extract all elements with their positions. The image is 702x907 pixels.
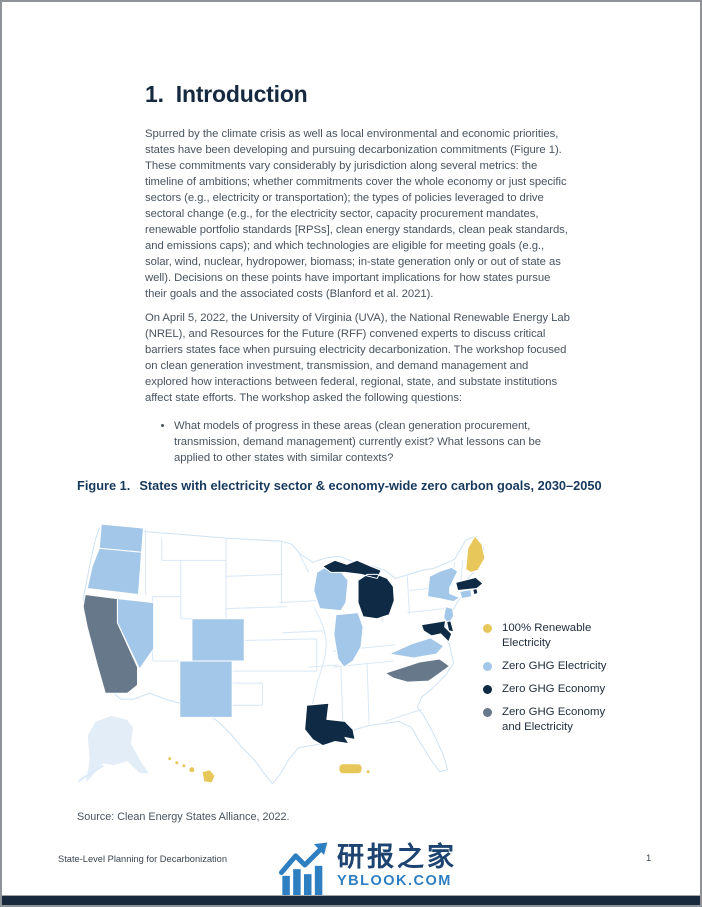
logo-bars xyxy=(282,865,323,896)
state-michigan xyxy=(322,559,395,620)
state-new-jersey xyxy=(443,606,455,626)
page-number: 1 xyxy=(646,853,652,864)
figure-label: Figure 1. xyxy=(77,478,131,493)
logo-arrowhead xyxy=(314,842,328,855)
watermark-text: 研报之家 YBLOOK.COM xyxy=(337,842,457,890)
state-new-mexico xyxy=(179,660,233,718)
legend-item-zero-ghg-economy-electricity: Zero GHG Economy and Electricity xyxy=(483,705,624,735)
legend-label: 100% Renewable Electricity xyxy=(502,622,592,649)
figure-source: Source: Clean Energy States Alliance, 20… xyxy=(77,811,290,823)
bottom-navy-bar xyxy=(2,895,700,905)
state-illinois xyxy=(333,612,364,668)
legend-label: Zero GHG Economy and Electricity xyxy=(502,706,606,733)
state-massachusetts xyxy=(455,576,484,592)
paragraph-1: Spurred by the climate crisis as well as… xyxy=(145,128,568,300)
us-map-figure xyxy=(74,514,489,806)
state-california xyxy=(82,594,139,694)
legend-label: Zero GHG Economy xyxy=(502,683,606,695)
state-maine xyxy=(465,535,486,573)
paragraph-2: On April 5, 2022, the University of Virg… xyxy=(145,312,570,404)
legend-dot-gray xyxy=(483,708,492,717)
watermark-logo: 研报之家 YBLOOK.COM xyxy=(279,842,457,898)
legend-dot-lightblue xyxy=(483,662,492,671)
figure-title: States with electricity sector & economy… xyxy=(139,478,602,493)
legend-label: Zero GHG Electricity xyxy=(502,660,607,672)
legend-dot-yellow xyxy=(483,624,492,633)
chart-arrow-icon xyxy=(279,842,328,896)
legend-item-zero-ghg-electricity: Zero GHG Electricity xyxy=(483,659,624,674)
watermark-chinese-title: 研报之家 xyxy=(337,842,457,872)
state-connecticut xyxy=(459,589,473,600)
state-washington xyxy=(98,523,145,553)
section-title: Introduction xyxy=(175,81,308,107)
legend-dot-navy xyxy=(483,685,492,694)
state-alaska xyxy=(84,714,151,786)
footer-running-title: State-Level Planning for Decarbonization xyxy=(58,854,227,864)
us-map xyxy=(77,523,486,786)
state-hawaii xyxy=(167,756,216,784)
state-delaware xyxy=(446,620,455,633)
state-colorado xyxy=(191,618,245,662)
question-bullet-list: What models of progress in these areas (… xyxy=(145,418,573,466)
state-oregon xyxy=(86,547,143,596)
body-text-column: Spurred by the climate crisis as well as… xyxy=(145,126,573,466)
state-rhode-island xyxy=(472,588,479,596)
state-louisiana xyxy=(304,702,356,747)
logo-arrow xyxy=(279,845,325,875)
section-number: 1. xyxy=(145,81,164,107)
section-heading: 1. Introduction xyxy=(145,81,308,108)
map-legend: 100% Renewable Electricity Zero GHG Elec… xyxy=(483,621,624,743)
territory-puerto-rico xyxy=(338,763,371,775)
state-virginia xyxy=(388,637,445,659)
state-maryland xyxy=(420,620,453,643)
watermark-site-url: YBLOOK.COM xyxy=(337,873,452,889)
alaska-aleutians xyxy=(77,764,104,783)
state-new-york xyxy=(426,566,461,603)
legend-item-zero-ghg-economy: Zero GHG Economy xyxy=(483,682,624,697)
state-north-carolina xyxy=(384,658,451,683)
figure-caption: Figure 1. States with electricity sector… xyxy=(77,478,602,493)
bullet-item-1: What models of progress in these areas (… xyxy=(174,418,573,466)
legend-item-renewable: 100% Renewable Electricity xyxy=(483,621,624,651)
